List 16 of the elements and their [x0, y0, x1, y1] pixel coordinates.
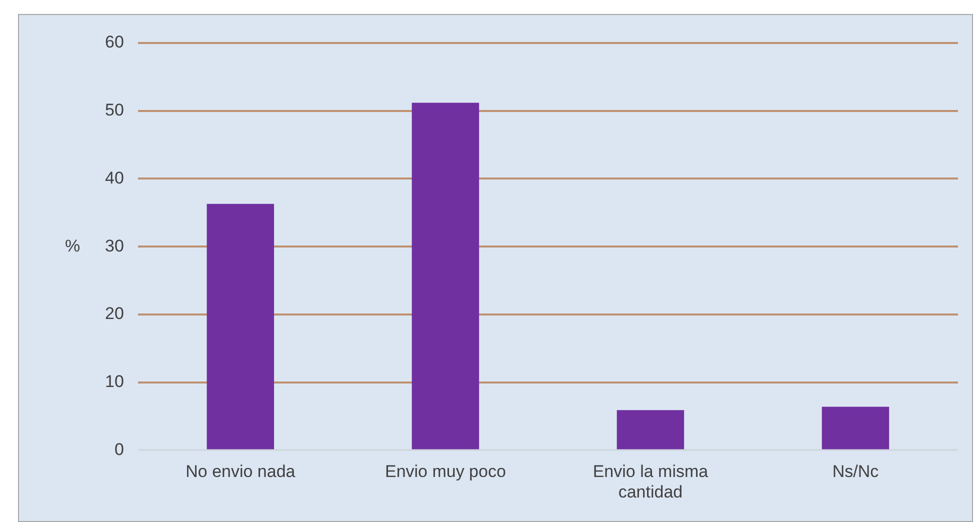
x-tick-label: Ns/Nc: [832, 462, 880, 482]
x-tick-label: Envio muy poco: [384, 462, 506, 482]
y-tick-label: 30: [104, 236, 124, 256]
x-tick-label: Envio la misma cantidad: [592, 462, 709, 502]
bar: [412, 102, 480, 450]
y-tick-label: 10: [104, 372, 124, 392]
y-axis-title: %: [65, 236, 80, 256]
y-tick-label: 20: [104, 304, 124, 324]
y-tick-label: 60: [104, 32, 124, 52]
y-tick-label: 50: [104, 100, 124, 120]
bar: [206, 204, 274, 450]
x-tick-label: No envio nada: [186, 462, 296, 482]
bar: [616, 410, 684, 450]
y-tick-label: 0: [114, 440, 124, 459]
y-tick-label: 40: [104, 168, 124, 188]
bar: [822, 406, 890, 450]
